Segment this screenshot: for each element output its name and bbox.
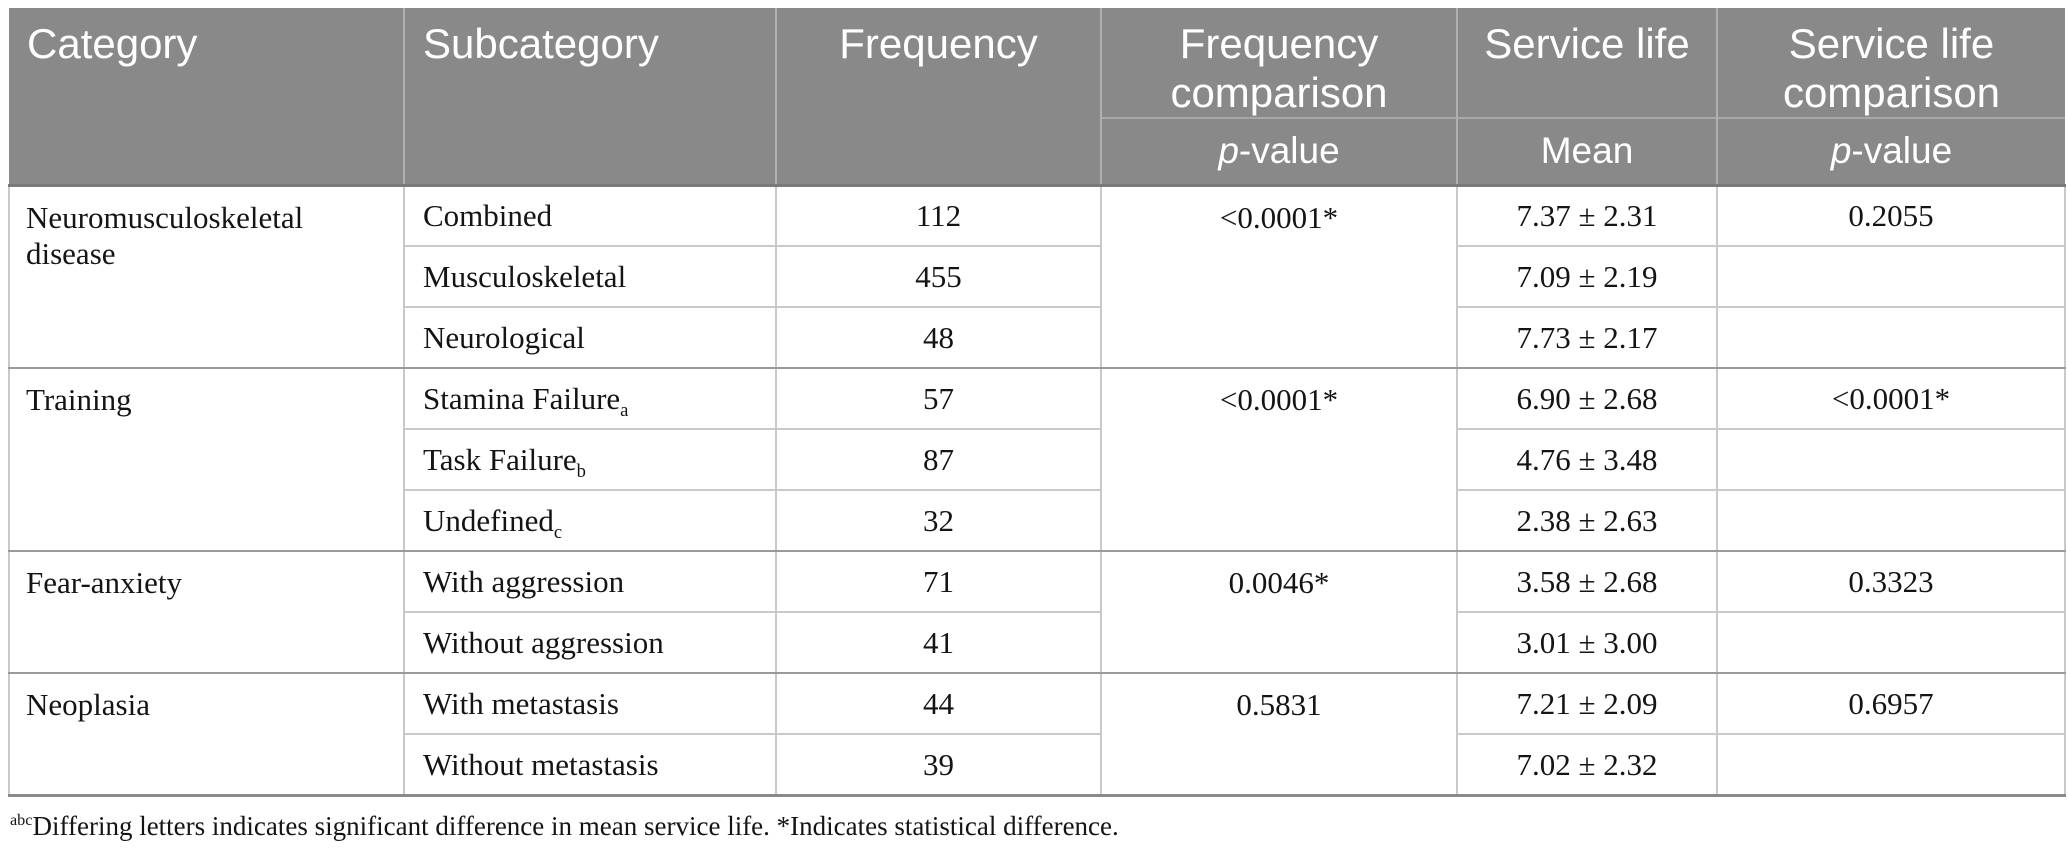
service-life-p-value-cell [1716, 307, 2066, 370]
frequency-cell: 39 [775, 734, 1102, 797]
table-row: Undefinedc 32 2.38 ± 2.63 [9, 490, 2066, 553]
service-life-p-value-cell: <0.0001* [1716, 368, 2066, 431]
service-life-p-value-cell: 0.2055 [1716, 185, 2066, 248]
mean-cell: 7.37 ± 2.31 [1456, 185, 1718, 248]
p-rest: -value [1851, 130, 1953, 172]
subcategory-label: Stamina Failure [423, 380, 621, 416]
col-header-category: Category [9, 8, 404, 187]
subcategory-label: Without aggression [423, 624, 664, 660]
mean-cell: 7.09 ± 2.19 [1456, 246, 1718, 309]
table-row: Task Failureb 87 4.76 ± 3.48 [9, 429, 2066, 492]
frequency-cell: 112 [775, 185, 1102, 248]
footnote-text: Differing letters indicates significant … [32, 810, 1119, 841]
table-row: Without aggression 41 3.01 ± 3.00 [9, 612, 2066, 675]
mean-cell: 3.01 ± 3.00 [1456, 612, 1718, 675]
p-italic: p [1830, 130, 1852, 172]
service-life-p-value-cell [1716, 246, 2066, 309]
category-cell: Fear-anxiety [8, 551, 405, 675]
subcategory-label: Combined [423, 198, 553, 234]
subheader-frequency-p-value: p-value [1100, 117, 1457, 187]
mean-cell: 3.58 ± 2.68 [1456, 551, 1718, 614]
frequency-p-value-cell: <0.0001* [1100, 368, 1458, 553]
category-cell: Neoplasia [8, 673, 405, 797]
service-life-p-value-cell [1716, 490, 2066, 553]
table-body: Neuromusculoskeletal disease Combined 11… [8, 185, 2066, 797]
service-life-p-value-cell [1716, 612, 2066, 675]
subcategory-cell: Undefinedc [403, 490, 777, 553]
subscript-letter: a [620, 400, 629, 422]
subcategory-label: Neurological [423, 319, 585, 355]
p-rest: -value [1238, 130, 1340, 172]
table-row: Neurological 48 7.73 ± 2.17 [9, 307, 2066, 370]
header-row-2: p-value Mean p-value [9, 117, 2065, 187]
subcategory-cell: Without aggression [403, 612, 777, 675]
footnote-superscript: abc [10, 810, 33, 829]
subcategory-cell: Without metastasis [403, 734, 777, 797]
table-row: Neoplasia With metastasis 44 0.5831 7.21… [8, 673, 2066, 797]
subheader-service-life-p-value: p-value [1716, 117, 2065, 187]
frequency-cell: 32 [775, 490, 1102, 553]
service-life-p-value-cell: 0.6957 [1716, 673, 2066, 736]
subcategory-label: Without metastasis [423, 746, 659, 782]
mean-cell: 2.38 ± 2.63 [1456, 490, 1718, 553]
header-row-1: Category Subcategory Frequency Frequency… [9, 8, 2065, 187]
table-row: Training Stamina Failurea 57 <0.0001* 6.… [8, 368, 2066, 553]
subcategory-cell: Combined [403, 185, 777, 248]
service-life-p-value-cell [1716, 429, 2066, 492]
service-life-p-value-cell: 0.3323 [1716, 551, 2066, 614]
subcategory-cell: With metastasis [403, 673, 777, 736]
table-row: Neuromusculoskeletal disease Combined 11… [8, 185, 2066, 370]
mean-cell: 7.21 ± 2.09 [1456, 673, 1718, 736]
frequency-cell: 41 [775, 612, 1102, 675]
mean-cell: 6.90 ± 2.68 [1456, 368, 1718, 431]
subcategory-label: With aggression [423, 563, 625, 599]
col-header-subcategory: Subcategory [403, 8, 776, 187]
category-cell: Neuromusculoskeletal disease [8, 185, 405, 370]
category-cell: Training [8, 368, 405, 553]
col-header-frequency: Frequency [775, 8, 1101, 187]
table-footnote: abcDiffering letters indicates significa… [10, 811, 2064, 842]
table-row: Without metastasis 39 7.02 ± 2.32 [9, 734, 2066, 797]
subcategory-label: Task Failure [423, 441, 577, 477]
col-header-frequency-comparison: Frequency comparison [1100, 8, 1457, 119]
subcategory-label: With metastasis [423, 685, 619, 721]
frequency-cell: 455 [775, 246, 1102, 309]
table-header: Category Subcategory Frequency Frequency… [9, 8, 2065, 187]
frequency-cell: 48 [775, 307, 1102, 370]
subcategory-cell: With aggression [403, 551, 777, 614]
mean-cell: 7.73 ± 2.17 [1456, 307, 1718, 370]
frequency-cell: 71 [775, 551, 1102, 614]
frequency-p-value-cell: 0.5831 [1100, 673, 1458, 797]
frequency-p-value-cell: 0.0046* [1100, 551, 1458, 675]
mean-cell: 4.76 ± 3.48 [1456, 429, 1718, 492]
subcategory-cell: Neurological [403, 307, 777, 370]
frequency-p-value-cell: <0.0001* [1100, 185, 1458, 370]
mean-cell: 7.02 ± 2.32 [1456, 734, 1718, 797]
subcategory-label: Undefined [423, 502, 554, 538]
col-header-service-life: Service life [1456, 8, 1717, 119]
p-italic: p [1218, 130, 1239, 172]
subcategory-label: Musculoskeletal [423, 258, 627, 294]
table-row: Musculoskeletal 455 7.09 ± 2.19 [9, 246, 2066, 309]
subcategory-cell: Task Failureb [403, 429, 777, 492]
service-life-p-value-cell [1716, 734, 2066, 797]
frequency-cell: 44 [775, 673, 1102, 736]
table-row: Fear-anxiety With aggression 71 0.0046* … [8, 551, 2066, 675]
results-table: Category Subcategory Frequency Frequency… [8, 8, 2066, 797]
subcategory-cell: Musculoskeletal [403, 246, 777, 309]
frequency-cell: 57 [775, 368, 1102, 431]
subcategory-cell: Stamina Failurea [403, 368, 777, 431]
col-header-service-life-comparison: Service life comparison [1716, 8, 2065, 119]
subscript-letter: b [576, 461, 586, 483]
subscript-letter: c [553, 522, 563, 544]
frequency-cell: 87 [775, 429, 1102, 492]
subheader-mean: Mean [1456, 117, 1717, 187]
